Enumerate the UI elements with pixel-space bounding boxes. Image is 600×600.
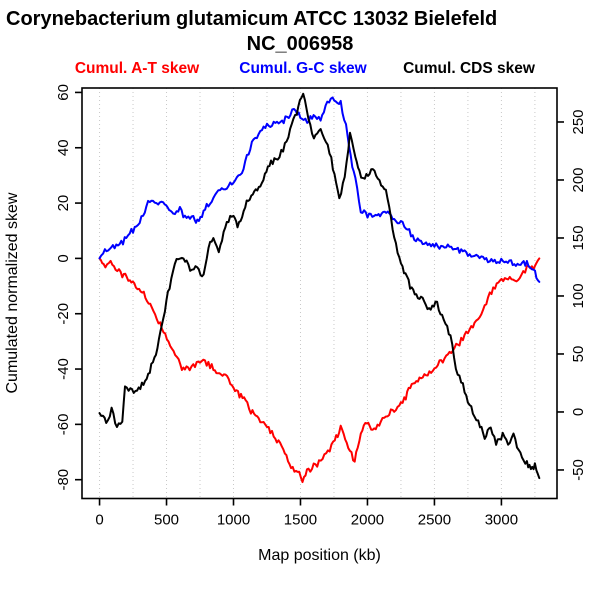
series-cumul-cds-skew <box>98 92 541 480</box>
chart-title-line1: Corynebacterium glutamicum ATCC 13032 Bi… <box>6 8 498 30</box>
right-tick-label: -50 <box>570 459 587 481</box>
left-tick-label: 20 <box>55 195 72 212</box>
right-tick-label: 150 <box>570 225 587 250</box>
x-axis-label: Map position (kb) <box>258 547 381 564</box>
x-tick-label: 2000 <box>351 512 384 529</box>
x-tick-label: 500 <box>154 512 179 529</box>
right-tick-label: 250 <box>570 109 587 134</box>
left-tick-label: 40 <box>55 139 72 156</box>
x-tick-label: 0 <box>95 512 103 529</box>
left-tick-label: -40 <box>55 358 72 380</box>
legend-item-cds-skew: Cumul. CDS skew <box>403 60 535 77</box>
x-tick-label: 1000 <box>217 512 250 529</box>
x-tick-label: 2500 <box>418 512 451 529</box>
left-tick-label: -60 <box>55 414 72 436</box>
right-axis: -50 0 50 100 150 200 250 <box>557 109 587 481</box>
left-tick-label: 60 <box>55 84 72 101</box>
right-tick-label: 100 <box>570 283 587 308</box>
series-cumul-a-t-skew <box>98 257 541 484</box>
right-tick-label: 50 <box>570 346 587 363</box>
plot-box <box>81 87 558 500</box>
x-axis: 0 500 1000 1500 2000 2500 3000 <box>95 498 518 529</box>
legend: Cumul. A-T skew Cumul. G-C skew Cumul. C… <box>0 60 600 80</box>
left-axis: -80 -60 -40 -20 0 20 40 60 <box>55 84 82 491</box>
chart-title-line2: NC_006958 <box>246 33 354 55</box>
y-axis-label: Cumulated normalized skew <box>4 192 21 394</box>
legend-item-gc-skew: Cumul. G-C skew <box>239 60 367 77</box>
right-tick-label: 0 <box>570 408 587 416</box>
x-tick-label: 3000 <box>485 512 518 529</box>
left-tick-label: -20 <box>55 303 72 325</box>
right-tick-label: 200 <box>570 167 587 192</box>
x-tick-label: 1500 <box>284 512 317 529</box>
legend-item-at-skew: Cumul. A-T skew <box>74 60 200 77</box>
left-tick-label: -80 <box>55 469 72 491</box>
series-cumul-g-c-skew <box>98 96 541 283</box>
gridlines <box>99 88 536 499</box>
left-tick-label: 0 <box>55 254 72 262</box>
